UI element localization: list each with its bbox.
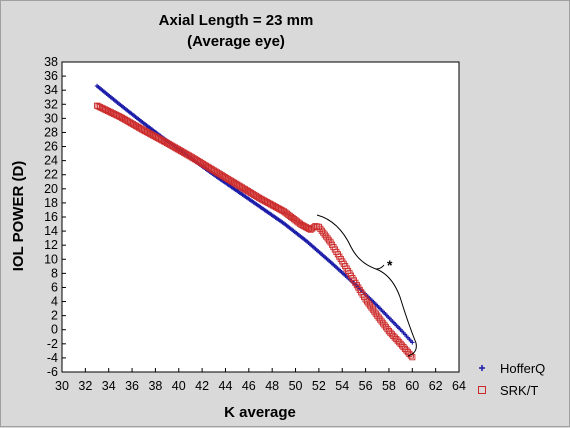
y-tick-label: 10 [44,252,58,266]
y-tick-label: -2 [47,337,58,351]
x-tick-label: 38 [148,379,162,393]
x-axis-label: K average [224,404,296,421]
annotation-brace [316,214,417,357]
legend-marker-square [478,386,486,394]
x-tick-label: 34 [102,379,116,393]
annotation-asterisk: * [387,257,393,273]
y-tick-label: 18 [44,196,58,210]
x-tick-label: 64 [452,379,466,393]
chart-subtitle: (Average eye) [187,33,285,50]
x-tick-label: 44 [219,379,233,393]
x-tick-label: 60 [405,379,419,393]
y-tick-label: 20 [44,182,58,196]
y-tick-label: 2 [51,309,58,323]
data-point-plus [410,340,415,345]
legend-label: HofferQ [500,361,545,376]
annotation-brace-tip [375,264,385,270]
x-tick-label: 48 [265,379,279,393]
chart-title: Axial Length = 23 mm [159,12,314,29]
y-tick-label: 12 [44,238,58,252]
legend: HofferQ SRK/T [478,361,545,398]
x-tick-label: 32 [78,379,92,393]
x-tick-label: 46 [242,379,256,393]
y-tick-label: 26 [44,140,58,154]
plot-area [61,61,460,373]
x-tick-label: 42 [195,379,209,393]
y-tick-label: -4 [47,351,58,365]
y-tick-label: 16 [44,210,58,224]
x-tick-label: 50 [289,379,303,393]
y-tick-label: 22 [44,168,58,182]
x-tick-label: 62 [429,379,443,393]
x-tick-label: 56 [359,379,373,393]
y-tick-label: -6 [47,365,58,379]
series-layer [93,83,416,361]
y-tick-label: 34 [44,83,58,97]
x-tick-label: 54 [335,379,349,393]
x-tick-label: 36 [125,379,139,393]
y-tick-label: 8 [51,266,58,280]
y-axis-label: IOL POWER (D) [10,161,27,272]
y-tick-label: 38 [44,55,58,69]
legend-marker-plus [479,365,485,371]
legend-label: SRK/T [500,383,538,398]
y-tick-label: 4 [51,295,58,309]
data-point-square [306,225,313,232]
x-tick-label: 40 [172,379,186,393]
series-srkt [93,102,416,361]
x-tick-label: 58 [382,379,396,393]
y-tick-label: 36 [44,69,58,83]
y-tick-label: 28 [44,125,58,139]
x-tick-label: 52 [312,379,326,393]
y-tick-label: 0 [51,323,58,337]
y-tick-label: 30 [44,111,58,125]
x-axis: 30 32 34 36 38 40 42 44 46 48 50 52 54 56 58 60 62 64 [55,368,466,393]
y-axis: -6-4-20246810121416182022242628303234363… [44,55,66,379]
data-point-square [304,224,311,232]
y-tick-label: 6 [51,280,58,294]
y-tick-label: 14 [44,224,58,238]
x-tick-label: 30 [55,379,69,393]
y-tick-label: 32 [44,97,58,111]
y-tick-label: 24 [44,154,58,168]
